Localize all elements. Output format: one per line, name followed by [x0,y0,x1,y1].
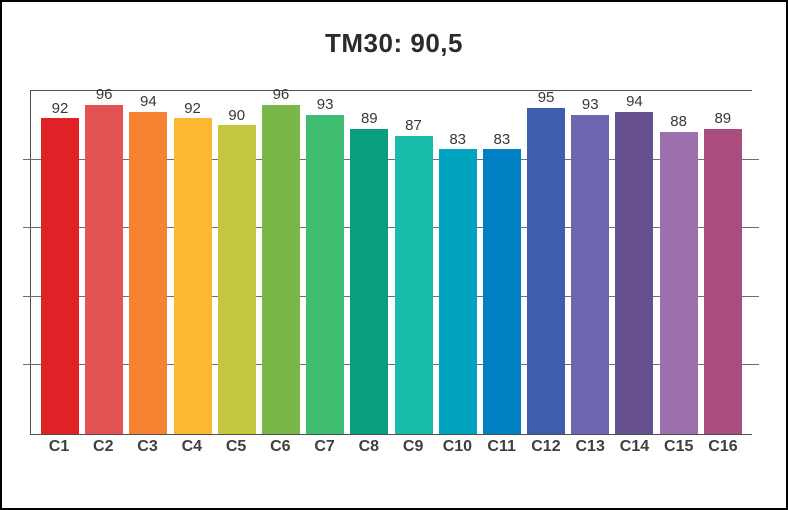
category-axis: C1 C2 C3 C4 C5 C6 C7 C8 C9 C10 C11 C12 C13 C14 C15 C16 [30,438,752,456]
bar-c7: 93 [306,97,345,434]
category-label-c10: C10 [442,438,473,455]
value-label-c12: 95 [537,89,555,107]
value-label-c14: 94 [626,92,643,110]
bar-c14: 94 [615,94,654,434]
bar-c2: 96 [85,87,124,434]
category-label-c14: C14 [619,438,650,455]
category-label-c13: C13 [575,438,605,455]
value-label-c2: 96 [95,85,113,103]
value-label-c10: 83 [449,130,467,148]
bar-c11: 83 [482,131,521,434]
bar-c5: 90 [217,107,256,434]
value-label-c6: 96 [272,85,290,103]
category-label-c9: C9 [402,438,424,455]
category-label-c16: C16 [708,438,738,455]
category-label-c11: C11 [487,438,516,455]
category-label-c15: C15 [664,438,694,455]
bar-c3: 94 [129,94,168,434]
bar-c13: 93 [571,97,610,434]
bar-c12: 95 [527,90,566,434]
value-label-c16: 89 [714,109,732,127]
value-label-c5: 90 [228,106,246,124]
category-label-c1: C1 [48,438,70,455]
bar-c6: 96 [261,87,300,434]
value-label-c9: 87 [405,116,422,134]
category-label-c2: C2 [93,438,114,455]
value-label-c7: 93 [316,96,334,114]
bar-c9: 87 [394,118,433,434]
category-label-c6: C6 [270,438,291,455]
value-label-c4: 92 [184,99,201,117]
value-label-c3: 94 [140,92,157,110]
value-label-c11: 83 [493,130,511,148]
value-label-c8: 89 [360,109,378,127]
bar-c10: 83 [438,131,477,434]
bar-c4: 92 [173,100,212,434]
plot-area: 92 96 94 92 90 96 93 89 87 83 83 95 93 94 88 89 [23,87,759,435]
category-label-c8: C8 [358,438,380,455]
chart-title: TM30: 90,5 [325,28,463,58]
bar-c1: 92 [41,100,79,434]
bars-layer: 92 96 94 92 90 96 93 89 87 83 83 95 93 94 88 89 [31,87,752,434]
category-label-c4: C4 [181,438,203,455]
bar-c16: 89 [703,111,742,434]
bar-c15: 88 [659,114,698,434]
value-label-c13: 93 [581,96,599,114]
category-label-c7: C7 [314,438,335,455]
category-label-c5: C5 [225,438,247,455]
value-label-c1: 92 [51,99,69,117]
category-label-c3: C3 [137,438,158,455]
category-label-c12: C12 [531,438,561,455]
bar-c8: 89 [350,111,389,434]
value-label-c15: 88 [670,113,687,131]
